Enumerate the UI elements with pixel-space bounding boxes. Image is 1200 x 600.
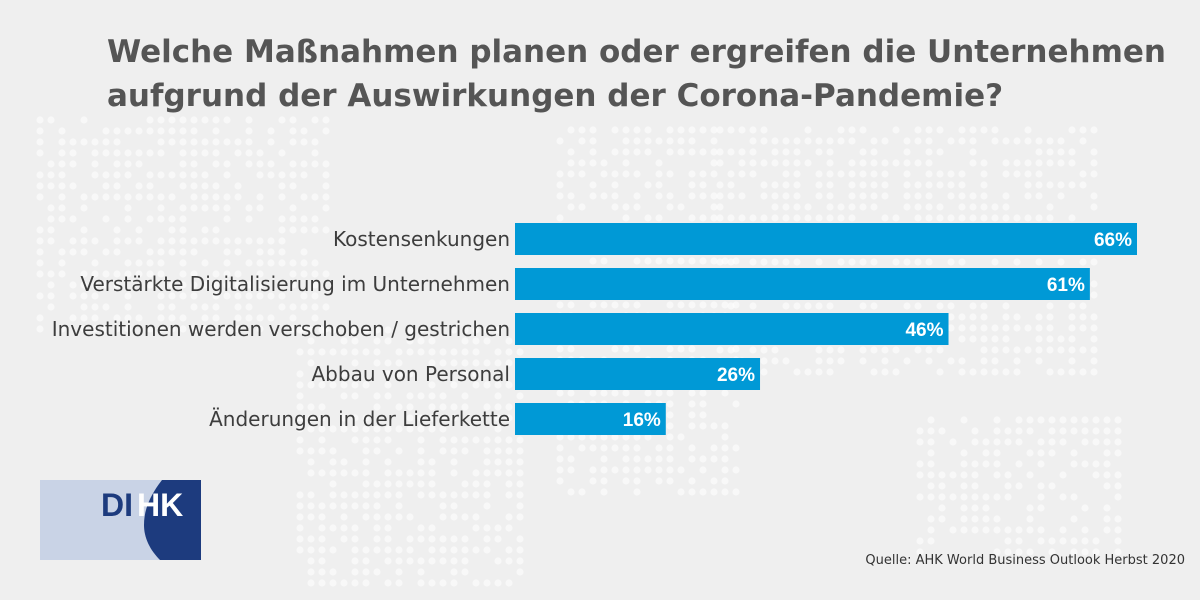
value-label-3: 46% <box>905 320 943 341</box>
category-label-4: Abbau von Personal <box>312 362 511 386</box>
value-label-4: 26% <box>717 365 755 386</box>
value-label-1: 66% <box>1094 230 1132 251</box>
logo-background-dark <box>144 480 201 560</box>
source-note: Quelle: AHK World Business Outlook Herbs… <box>865 553 1185 568</box>
bar-3 <box>515 313 949 345</box>
category-label-1: Kostensenkungen <box>333 227 510 251</box>
category-label-2: Verstärkte Digitalisierung im Unternehme… <box>80 272 510 296</box>
bar-4 <box>515 358 761 390</box>
category-label-5: Änderungen in der Lieferkette <box>209 407 510 431</box>
chart-title-line-1: Welche Maßnahmen planen oder ergreifen d… <box>107 34 1166 70</box>
value-label-5: 16% <box>623 410 661 431</box>
bar-2 <box>515 268 1090 300</box>
chart-title: Welche Maßnahmen planen oder ergreifen d… <box>107 30 1167 118</box>
bar-1 <box>515 223 1137 255</box>
category-label-3: Investitionen werden verschoben / gestri… <box>52 317 510 341</box>
logo-text-hk: HK <box>137 487 183 523</box>
chart-title-line-2: aufgrund der Auswirkungen der Corona-Pan… <box>107 78 1004 114</box>
logo-text-di: DI <box>101 487 133 523</box>
dihk-logo: DI HK <box>40 480 201 560</box>
value-label-2: 61% <box>1047 275 1085 296</box>
bar-5 <box>515 403 666 435</box>
